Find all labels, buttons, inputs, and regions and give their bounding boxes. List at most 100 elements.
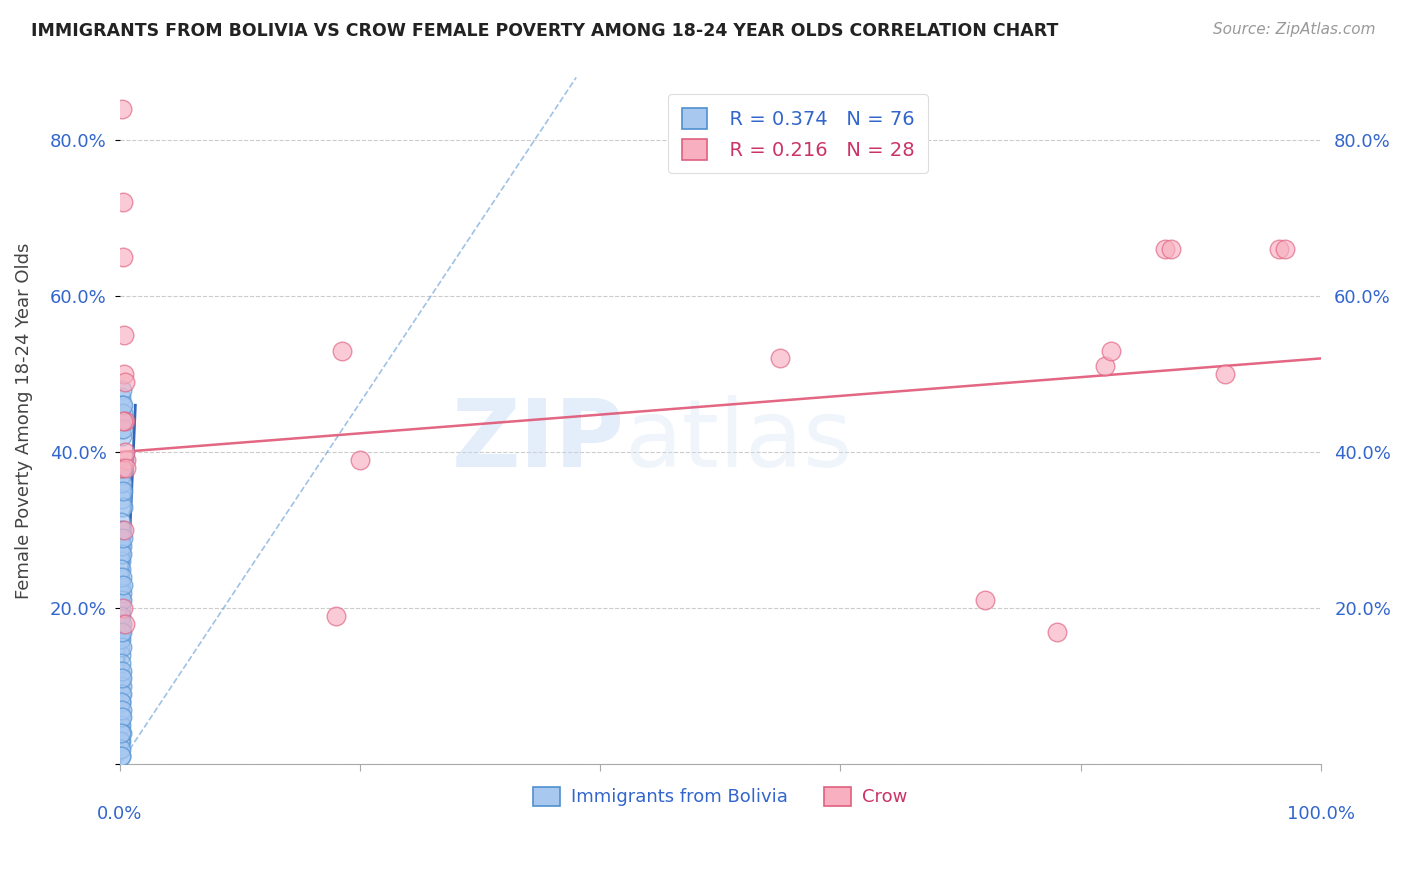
Point (112, 523, 135, 537)
Point (110, 476, 132, 491)
Point (112, 250, 135, 264)
Point (1160, 242, 1182, 256)
Point (330, 343, 353, 358)
Point (110, 601, 132, 615)
Point (110, 672, 132, 686)
Point (108, 632, 131, 647)
Point (1094, 359, 1116, 374)
Point (110, 523, 132, 537)
Point (114, 453, 136, 467)
Point (110, 726, 132, 740)
Point (114, 414, 136, 428)
Point (349, 453, 371, 467)
Point (110, 695, 132, 709)
Point (112, 328, 135, 343)
Point (108, 718, 131, 732)
Point (111, 593, 134, 607)
Point (110, 414, 132, 428)
Point (111, 547, 134, 561)
Point (110, 422, 132, 436)
Point (114, 375, 136, 389)
Point (111, 687, 134, 701)
Point (110, 516, 132, 530)
Point (111, 429, 134, 443)
Point (112, 414, 135, 428)
Point (111, 710, 134, 724)
Point (110, 695, 132, 709)
Point (110, 687, 132, 701)
Point (111, 500, 134, 514)
Point (110, 609, 132, 624)
Point (1153, 242, 1175, 256)
Point (110, 741, 132, 756)
Point (1213, 367, 1236, 381)
Point (110, 734, 132, 748)
Point (110, 406, 132, 420)
Point (111, 616, 134, 631)
Point (112, 422, 135, 436)
Point (1274, 242, 1296, 256)
Point (110, 554, 132, 568)
Point (110, 718, 132, 732)
Point (108, 585, 131, 599)
Point (110, 500, 132, 514)
Point (110, 703, 132, 717)
Point (110, 640, 132, 655)
Point (111, 523, 134, 537)
Point (110, 585, 132, 599)
Point (111, 383, 134, 397)
Point (110, 726, 132, 740)
Point (111, 491, 134, 506)
Point (111, 406, 134, 420)
Point (112, 601, 135, 615)
Point (111, 703, 134, 717)
Point (110, 632, 132, 647)
Point (110, 460, 132, 475)
Point (114, 616, 136, 631)
Point (973, 593, 995, 607)
Text: 100.0%: 100.0% (1286, 805, 1355, 823)
Point (110, 578, 132, 592)
Point (110, 539, 132, 553)
Point (111, 476, 134, 491)
Point (111, 539, 134, 553)
Point (110, 749, 132, 764)
Point (111, 578, 134, 592)
Point (111, 484, 134, 499)
Point (111, 195, 134, 210)
Point (110, 547, 132, 561)
Point (111, 460, 134, 475)
Point (110, 531, 132, 545)
Point (111, 672, 134, 686)
Point (110, 734, 132, 748)
Point (110, 749, 132, 764)
Point (769, 351, 792, 366)
Point (111, 460, 134, 475)
Point (112, 398, 135, 412)
Point (110, 391, 132, 405)
Point (111, 398, 134, 412)
Point (110, 664, 132, 678)
Point (1268, 242, 1291, 256)
Point (111, 102, 134, 116)
Point (111, 570, 134, 584)
Legend: Immigrants from Bolivia, Crow: Immigrants from Bolivia, Crow (526, 780, 915, 814)
Point (114, 460, 136, 475)
Point (111, 664, 134, 678)
Point (111, 624, 134, 639)
Point (110, 562, 132, 576)
Point (111, 640, 134, 655)
Point (110, 710, 132, 724)
Point (108, 679, 131, 693)
Y-axis label: Female Poverty Among 18-24 Year Olds: Female Poverty Among 18-24 Year Olds (15, 243, 32, 599)
Point (111, 726, 134, 740)
Point (110, 656, 132, 670)
Point (1099, 343, 1122, 358)
Point (110, 468, 132, 483)
Point (108, 741, 131, 756)
Text: Source: ZipAtlas.com: Source: ZipAtlas.com (1212, 22, 1375, 37)
Point (110, 624, 132, 639)
Point (114, 445, 136, 459)
Point (110, 570, 132, 584)
Text: IMMIGRANTS FROM BOLIVIA VS CROW FEMALE POVERTY AMONG 18-24 YEAR OLDS CORRELATION: IMMIGRANTS FROM BOLIVIA VS CROW FEMALE P… (31, 22, 1059, 40)
